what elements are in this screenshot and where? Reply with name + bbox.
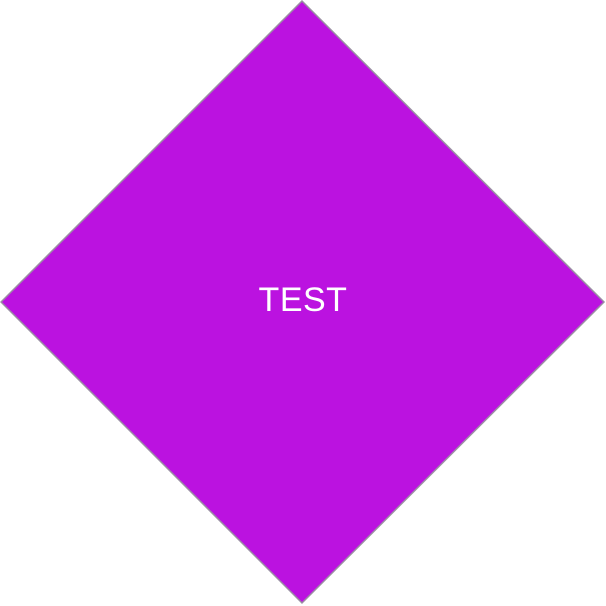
diamond-button-label[interactable]: TEST	[258, 281, 348, 319]
